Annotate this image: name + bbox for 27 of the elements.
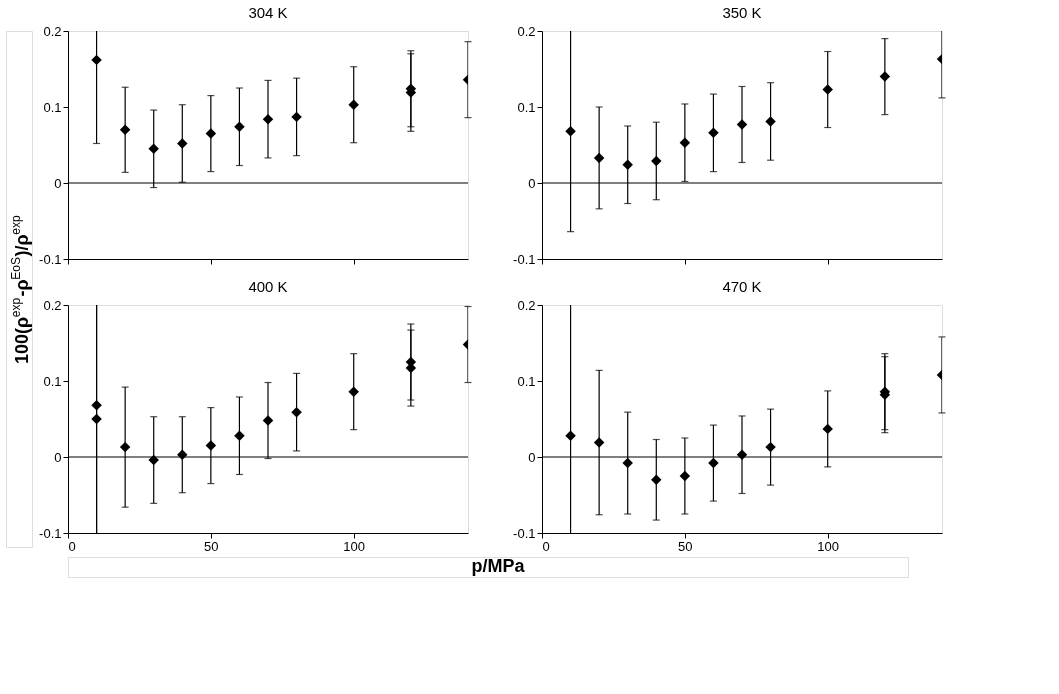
y-tick-label: 0.2 (517, 23, 536, 39)
y-tick-label: -0.1 (513, 525, 536, 541)
y-tick-label: 0.2 (43, 23, 62, 39)
y-tick-label: 0.1 (517, 99, 536, 115)
y-tick-label: 0 (54, 449, 62, 465)
y-tick-label: 0 (528, 449, 536, 465)
chart-title: 470 K (722, 278, 762, 295)
chart-title: 350 K (722, 4, 762, 21)
y-tick-label: 0 (528, 175, 536, 191)
y-tick-label: -0.1 (39, 251, 62, 267)
x-tick-label: 100 (343, 538, 366, 554)
y-tick-label: -0.1 (39, 525, 62, 541)
x-axis-title: p/MPa (471, 556, 526, 576)
x-tick-label: 0 (542, 538, 550, 554)
x-tick-label: 0 (68, 538, 76, 554)
y-tick-label: 0.2 (517, 297, 536, 313)
x-tick-label: 100 (817, 538, 840, 554)
y-tick-label: -0.1 (513, 251, 536, 267)
y-tick-label: 0 (54, 175, 62, 191)
chart-title: 304 K (248, 4, 288, 21)
y-tick-label: 0.1 (43, 99, 62, 115)
y-tick-label: 0.1 (43, 373, 62, 389)
x-tick-label: 50 (678, 538, 693, 554)
x-tick-label: 50 (204, 538, 219, 554)
y-tick-label: 0.1 (517, 373, 536, 389)
y-tick-label: 0.2 (43, 297, 62, 313)
chart-title: 400 K (248, 278, 288, 295)
